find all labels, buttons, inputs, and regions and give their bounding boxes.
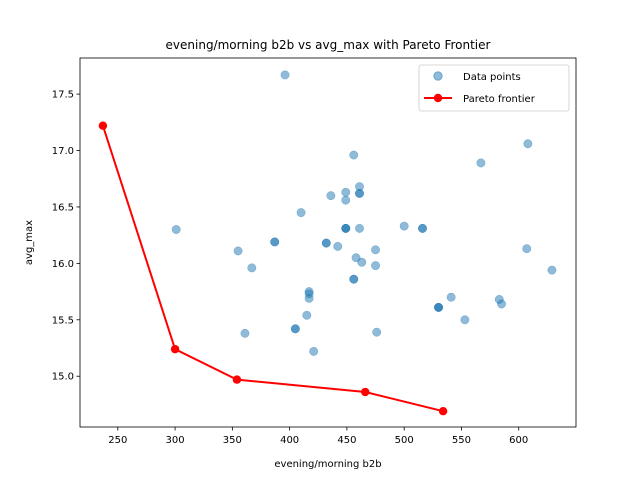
data-point (355, 223, 364, 233)
legend: Data points Pareto frontier (418, 64, 570, 112)
data-point (523, 139, 533, 149)
x-tick-label: 600 (509, 435, 528, 446)
data-point (460, 315, 470, 325)
pareto-point (438, 407, 448, 416)
legend-marker-data-points (433, 71, 443, 81)
y-tick-label: 15.0 (52, 372, 74, 383)
y-tick-label: 16.0 (52, 259, 74, 270)
x-tick-label: 450 (337, 435, 356, 446)
y-tick-label: 16.5 (52, 202, 74, 213)
data-point (476, 158, 486, 168)
data-point (446, 292, 456, 302)
data-point (309, 346, 319, 356)
pareto-frontier-line (101, 125, 444, 413)
data-point (341, 187, 351, 197)
x-axis: 250 300 350 400 450 500 550 600 (108, 427, 528, 446)
data-point (522, 244, 532, 254)
data-point (247, 263, 257, 273)
data-point (371, 245, 380, 255)
data-point (290, 324, 300, 334)
pareto-point (170, 344, 180, 354)
legend-label-data-points: Data points (463, 72, 521, 83)
data-point (341, 195, 351, 205)
data-point (171, 225, 181, 234)
data-point (357, 257, 367, 267)
pareto-point (98, 121, 108, 130)
x-tick-label: 350 (223, 435, 242, 446)
data-point (434, 302, 443, 312)
pareto-point (361, 387, 370, 397)
data-point (240, 328, 250, 338)
data-point (399, 221, 409, 231)
data-point (372, 327, 382, 337)
data-point (326, 191, 336, 201)
data-point (497, 299, 506, 309)
data-point (355, 188, 364, 198)
x-tick-label: 500 (395, 435, 414, 446)
data-point (349, 274, 359, 284)
data-point (280, 70, 290, 80)
legend-box (418, 64, 570, 112)
x-tick-label: 400 (280, 435, 299, 446)
chart-title: evening/morning b2b vs avg_max with Pare… (166, 38, 491, 52)
x-tick-label: 250 (108, 435, 127, 446)
data-point (371, 261, 380, 271)
data-point (321, 238, 331, 248)
y-tick-label: 17.5 (52, 90, 74, 101)
data-point (349, 150, 359, 160)
data-point (418, 223, 427, 233)
pareto-point (232, 375, 242, 384)
data-point (304, 287, 314, 297)
legend-marker-pareto-frontier (433, 93, 443, 103)
x-axis-label: evening/morning b2b (274, 459, 381, 470)
plot-frame (79, 57, 577, 428)
x-tick-label: 300 (166, 435, 185, 446)
plot-area (98, 70, 557, 416)
data-point (296, 208, 306, 218)
legend-label-pareto-frontier: Pareto frontier (463, 94, 536, 105)
y-axis-label: avg_max (24, 220, 35, 265)
y-tick-label: 17.0 (52, 146, 74, 157)
data-point (547, 265, 557, 275)
data-point (341, 223, 351, 233)
data-point (233, 246, 243, 256)
data-point (302, 310, 312, 320)
data-point (270, 237, 280, 247)
data-point (333, 242, 343, 251)
x-tick-label: 550 (452, 435, 471, 446)
y-tick-label: 15.5 (52, 315, 74, 326)
y-axis: 15.0 15.5 16.0 16.5 17.0 17.5 (52, 90, 80, 383)
